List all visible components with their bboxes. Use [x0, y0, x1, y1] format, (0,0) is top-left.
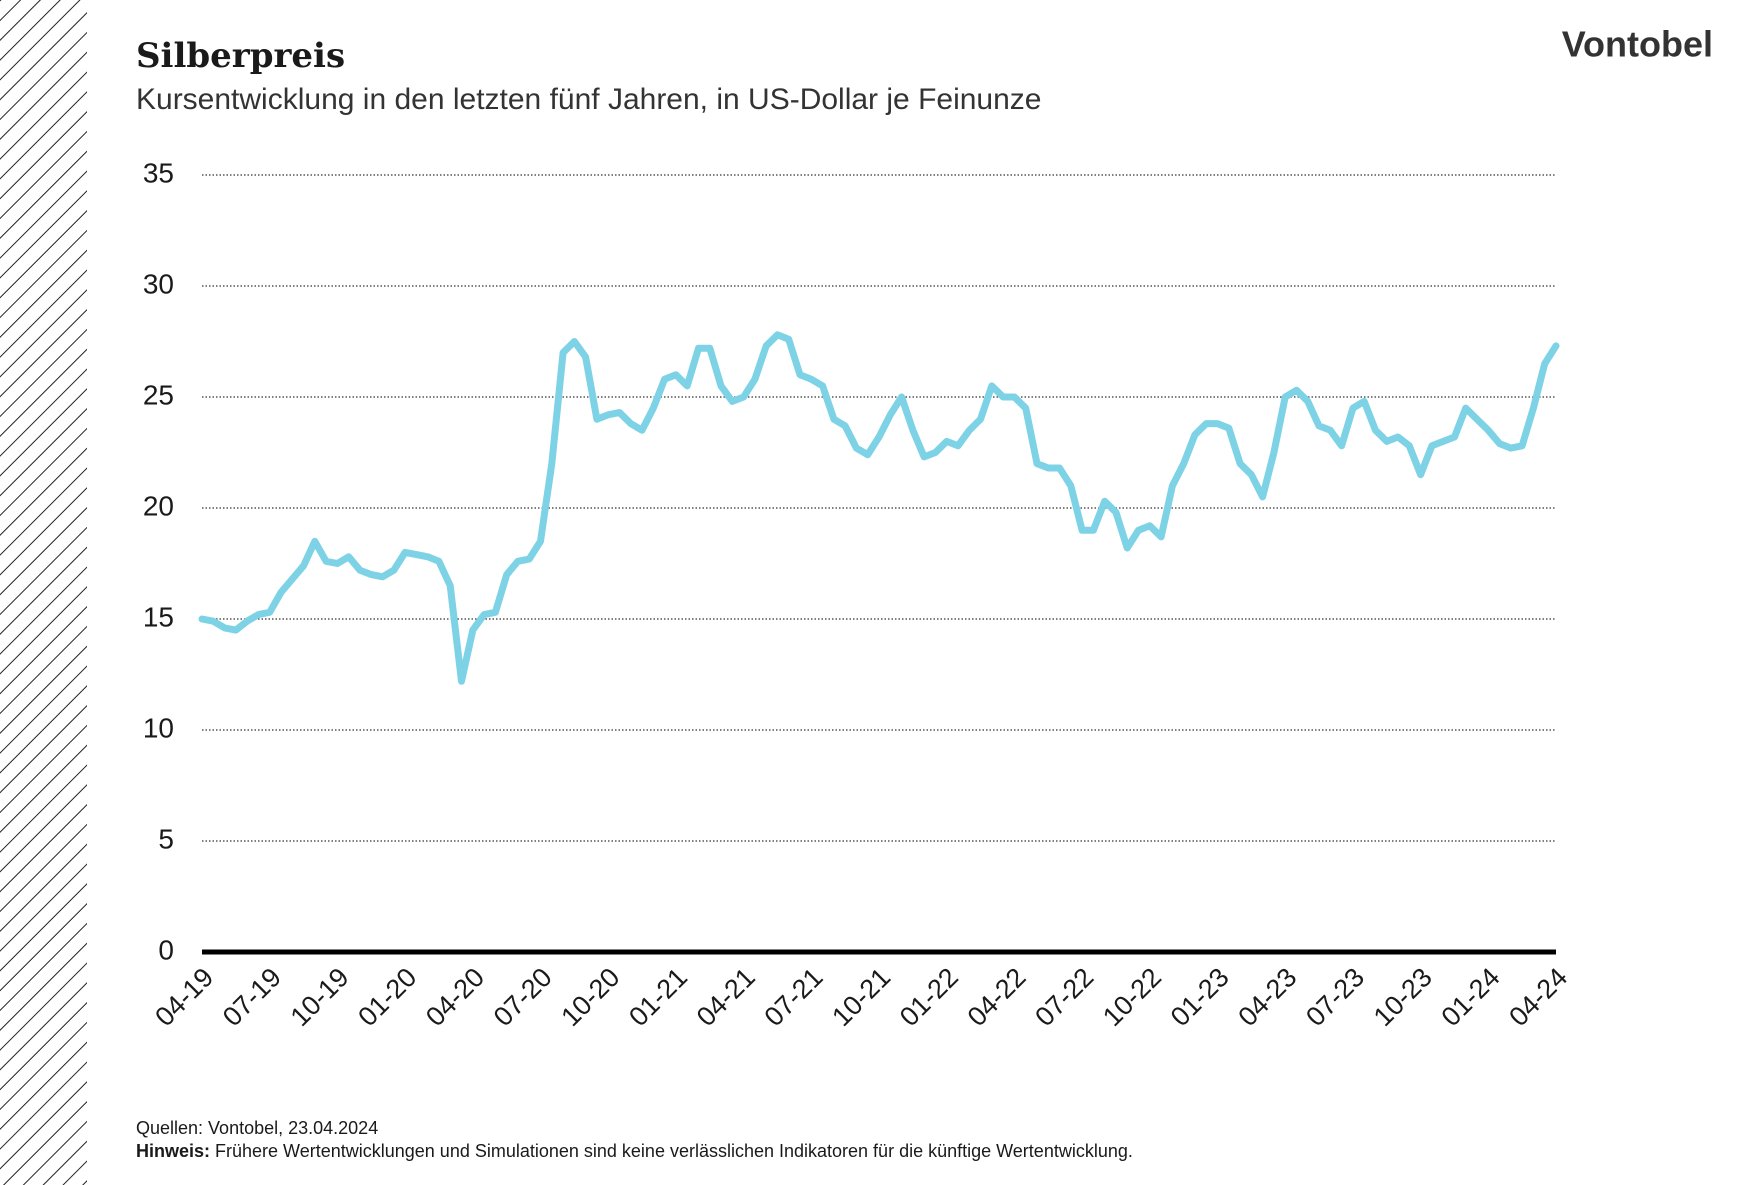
- y-tick-label: 5: [158, 823, 174, 854]
- x-tick-label: 01-22: [894, 962, 964, 1032]
- x-tick-label: 10-19: [285, 962, 355, 1032]
- x-tick-label: 04-20: [420, 962, 490, 1032]
- y-tick-label: 30: [143, 268, 174, 299]
- x-tick-label: 04-22: [962, 962, 1032, 1032]
- y-tick-label: 35: [143, 157, 174, 188]
- note-text: Frühere Wertentwicklungen und Simulation…: [215, 1141, 1133, 1161]
- x-tick-label: 04-19: [149, 962, 219, 1032]
- brand-logo: Vontobel: [1562, 24, 1713, 65]
- price-line: [198, 331, 1560, 685]
- x-tick-label: 07-23: [1300, 962, 1370, 1032]
- chart-title: Silberpreis: [136, 36, 345, 76]
- x-tick-label: 07-19: [217, 962, 287, 1032]
- x-tick-label: 07-21: [759, 962, 829, 1032]
- y-tick-label: 15: [143, 601, 174, 632]
- x-tick-label: 01-20: [352, 962, 422, 1032]
- footer-source: Quellen: Vontobel, 23.04.2024: [136, 1118, 378, 1138]
- y-tick-label: 10: [143, 712, 174, 743]
- x-tick-label: 07-20: [488, 962, 558, 1032]
- y-tick-label: 20: [143, 490, 174, 521]
- x-tick-label: 04-23: [1232, 962, 1302, 1032]
- x-tick-label: 04-21: [691, 962, 761, 1032]
- footer-note: Hinweis: Frühere Wertentwicklungen und S…: [136, 1141, 1133, 1161]
- x-tick-label: 07-22: [1029, 962, 1099, 1032]
- x-tick-label: 10-20: [555, 962, 625, 1032]
- y-tick-label: 25: [143, 379, 174, 410]
- note-label: Hinweis:: [136, 1141, 210, 1161]
- x-tick-label: 10-23: [1368, 962, 1438, 1032]
- x-tick-label: 01-24: [1436, 962, 1506, 1032]
- hatched-strip: [0, 0, 87, 1185]
- x-tick-label: 10-21: [826, 962, 896, 1032]
- x-tick-label: 01-23: [1165, 962, 1235, 1032]
- y-tick-label: 0: [158, 934, 174, 965]
- x-tick-label: 01-21: [623, 962, 693, 1032]
- x-tick-label: 10-22: [1097, 962, 1167, 1032]
- chart-subtitle: Kursentwicklung in den letzten fünf Jahr…: [136, 83, 1041, 116]
- x-tick-label: 04-24: [1503, 962, 1573, 1032]
